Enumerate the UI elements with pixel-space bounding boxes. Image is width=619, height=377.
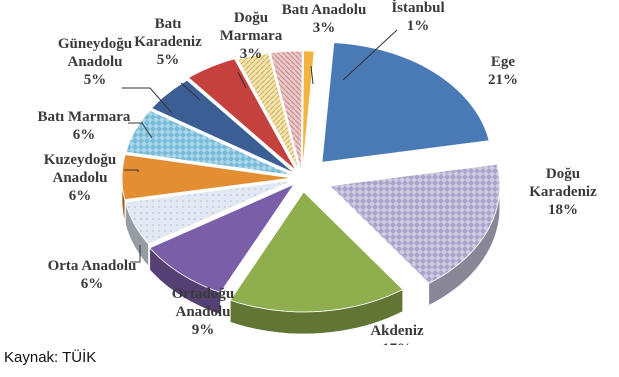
pie-slice-7: [125, 109, 293, 176]
pie-slice-11: [269, 50, 303, 172]
slice-label-8: Güneydoğu Anadolu 5%: [58, 36, 132, 88]
pie-slice-5: [124, 180, 293, 267]
pie-slice-12: [302, 50, 315, 172]
leader-line-11: [310, 65, 314, 85]
leader-line-10: [237, 71, 247, 89]
slice-label-3: Akdeniz17%: [370, 323, 424, 345]
leader-line-12: [342, 29, 398, 81]
leader-line-9: [180, 82, 201, 101]
slice-label-5: Orta Anadolu 6%: [48, 258, 137, 292]
pie-slice-2: [328, 163, 501, 306]
slice-label-1: Ege 21%: [488, 54, 518, 88]
pie-slice-8: [150, 79, 295, 174]
slice-label-7: Batı Marmara 6%: [38, 109, 131, 143]
leader-line-5: [130, 245, 141, 263]
slice-label-6: Kuzeydoğu Anadolu 6%: [44, 152, 117, 204]
pie-slice-3: [229, 191, 404, 335]
slice-label-9: Batı Karadeniz 5%: [134, 16, 202, 68]
source-note: Kaynak: TÜİK: [4, 349, 97, 366]
slice-label-2: Doğu Karadeniz 18%: [529, 166, 597, 218]
pie-slice-4: [149, 183, 296, 315]
pie-slice-1: [321, 42, 490, 163]
slice-label-12: İstanbul 1%: [391, 0, 444, 34]
leader-line-7: [128, 122, 153, 139]
slice-label-10: Doğu Marmara 3%: [220, 10, 283, 62]
pie-slice-9: [187, 58, 297, 172]
pie-slice-10: [237, 52, 300, 172]
leader-line-8: [122, 87, 173, 114]
slice-label-11: Batı Anadolu 3%: [282, 2, 367, 36]
pie-slice-6: [121, 154, 293, 222]
slice-label-4: Ortadoğu Anadolu 9%: [172, 286, 235, 338]
leader-line-6: [124, 169, 139, 172]
